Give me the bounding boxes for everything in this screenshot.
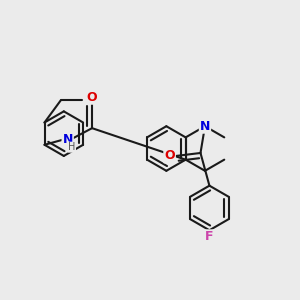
Text: O: O — [164, 149, 175, 162]
Text: H: H — [68, 142, 76, 152]
Text: F: F — [205, 230, 214, 243]
Text: N: N — [200, 120, 210, 133]
Text: O: O — [87, 91, 98, 104]
Text: N: N — [62, 133, 73, 146]
